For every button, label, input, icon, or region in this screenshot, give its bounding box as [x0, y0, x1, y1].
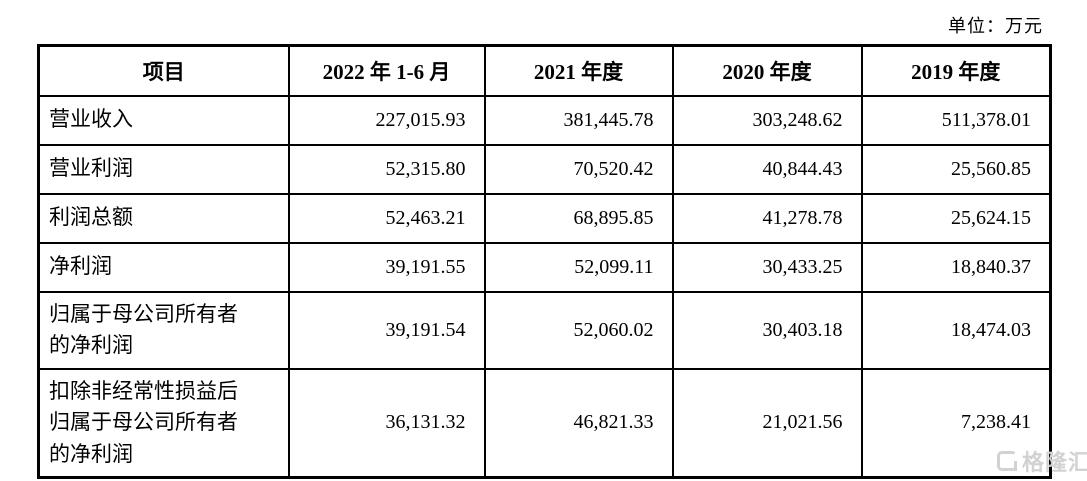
cell-value: 46,821.33	[483, 367, 674, 479]
row-label: 营业收入	[37, 94, 290, 146]
cell-value: 21,021.56	[671, 367, 863, 479]
cell-value: 52,099.11	[483, 241, 674, 293]
cell-value: 52,060.02	[483, 290, 674, 370]
row-label: 归属于母公司所有者的净利润	[37, 290, 290, 370]
cell-value: 39,191.54	[287, 290, 486, 370]
cell-value: 68,895.85	[483, 192, 674, 244]
gelonghui-logo-icon	[996, 451, 1017, 471]
cell-value: 25,560.85	[860, 143, 1052, 195]
table-row-operating-revenue: 营业收入 227,015.93 381,445.78 303,248.62 51…	[37, 94, 1052, 146]
cell-value: 7,238.41	[860, 367, 1052, 479]
financial-summary-table: 项目 2022 年 1-6 月 2021 年度 2020 年度 2019 年度 …	[37, 44, 1052, 479]
header-2020: 2020 年度	[671, 44, 863, 97]
table-header-row: 项目 2022 年 1-6 月 2021 年度 2020 年度 2019 年度	[37, 44, 1052, 97]
cell-value: 36,131.32	[287, 367, 486, 479]
table-row-total-profit: 利润总额 52,463.21 68,895.85 41,278.78 25,62…	[37, 192, 1052, 244]
cell-value: 52,315.80	[287, 143, 486, 195]
cell-value: 40,844.43	[671, 143, 863, 195]
header-2019: 2019 年度	[860, 44, 1052, 97]
unit-label: 单位：万元	[948, 16, 1043, 36]
table-row-net-profit: 净利润 39,191.55 52,099.11 30,433.25 18,840…	[37, 241, 1052, 293]
cell-value: 25,624.15	[860, 192, 1052, 244]
row-label: 扣除非经常性损益后归属于母公司所有者的净利润	[37, 367, 290, 479]
header-item: 项目	[37, 44, 290, 97]
cell-value: 39,191.55	[287, 241, 486, 293]
cell-value: 511,378.01	[860, 94, 1052, 146]
table-row-operating-profit: 营业利润 52,315.80 70,520.42 40,844.43 25,56…	[37, 143, 1052, 195]
gelonghui-watermark-text: 格隆汇	[1021, 450, 1087, 475]
cell-value: 70,520.42	[483, 143, 674, 195]
row-label: 营业利润	[37, 143, 290, 195]
table-row-net-profit-parent-excl-nonrecurring: 扣除非经常性损益后归属于母公司所有者的净利润 36,131.32 46,821.…	[37, 367, 1052, 479]
table-row-net-profit-parent: 归属于母公司所有者的净利润 39,191.54 52,060.02 30,403…	[37, 290, 1052, 370]
cell-value: 52,463.21	[287, 192, 486, 244]
cell-value: 30,433.25	[671, 241, 863, 293]
gelonghui-watermark: 格隆汇	[996, 445, 1087, 477]
cell-value: 30,403.18	[671, 290, 863, 370]
cell-value: 41,278.78	[671, 192, 863, 244]
cell-value: 227,015.93	[287, 94, 486, 146]
row-label: 利润总额	[37, 192, 290, 244]
row-label: 净利润	[37, 241, 290, 293]
cell-value: 381,445.78	[483, 94, 674, 146]
cell-value: 18,474.03	[860, 290, 1052, 370]
cell-value: 18,840.37	[860, 241, 1052, 293]
header-2022h1: 2022 年 1-6 月	[287, 44, 486, 97]
header-2021: 2021 年度	[483, 44, 674, 97]
cell-value: 303,248.62	[671, 94, 863, 146]
